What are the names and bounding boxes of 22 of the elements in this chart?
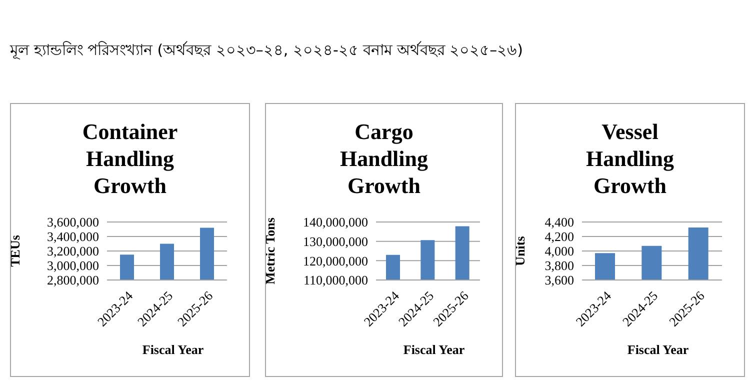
y-tick-label: 3,400,000 bbox=[47, 229, 99, 244]
y-tick-label: 130,000,000 bbox=[303, 234, 368, 249]
y-tick-label: 3,600,000 bbox=[47, 214, 99, 230]
y-tick-label: 2,800,000 bbox=[47, 272, 99, 288]
y-tick-label: 3,200,000 bbox=[47, 244, 99, 259]
x-axis-title: Fiscal Year bbox=[402, 342, 466, 358]
y-tick-label: 3,600 bbox=[544, 272, 574, 288]
y-tick-label: 3,800 bbox=[544, 258, 574, 274]
y-tick-label: 4,200 bbox=[544, 229, 574, 244]
y-tick-label: 120,000,000 bbox=[303, 253, 368, 268]
y-tick-label: 4,000 bbox=[544, 244, 574, 259]
y-tick-label: 3,000,000 bbox=[47, 258, 99, 274]
y-tick-label: 110,000,000 bbox=[303, 272, 368, 288]
y-tick-label: 140,000,000 bbox=[303, 214, 368, 230]
chart-title: Vessel Handling Growth bbox=[584, 118, 676, 199]
y-axis-title: TEUs bbox=[8, 235, 23, 267]
x-axis-title: Fiscal Year bbox=[141, 342, 205, 358]
chart-title: Cargo Handling Growth bbox=[338, 118, 430, 199]
x-axis-title: Fiscal Year bbox=[626, 342, 690, 358]
y-tick-label: 4,400 bbox=[544, 214, 574, 230]
chart-title: Container Handling Growth bbox=[81, 118, 179, 199]
text: মূল হ্যান্ডলিং পরিসংখ্যান (অর্থবছর ২০২৩–২৪, ২০২৪-২৫ বনাম অর্থবছর ২০২৫–২৬) bbox=[10, 40, 524, 62]
